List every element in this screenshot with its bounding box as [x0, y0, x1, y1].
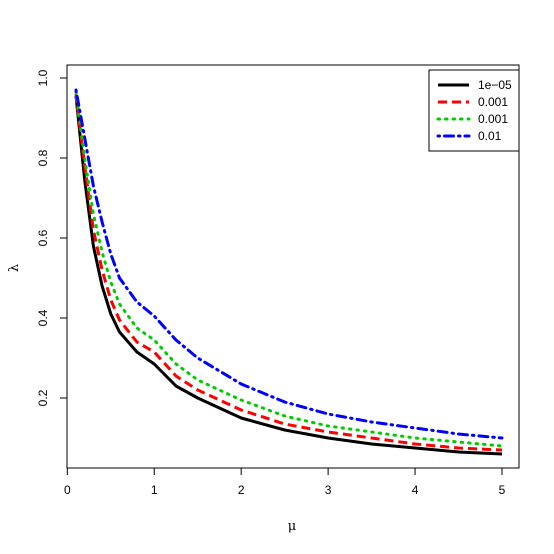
x-tick-label: 0 — [64, 483, 71, 497]
y-tick-label: 0.8 — [36, 149, 50, 166]
legend-label: 0.001 — [478, 95, 508, 109]
series-layer — [74, 88, 504, 456]
x-tick-label: 3 — [325, 483, 332, 497]
legend: 1e−05 0.001 0.001 0.01 — [428, 69, 520, 152]
legend-label: 0.01 — [478, 129, 502, 143]
series-line-1 — [74, 95, 503, 456]
legend-label: 1e−05 — [478, 78, 512, 92]
y-axis-label: λ — [7, 264, 22, 272]
x-tick-label: 5 — [499, 483, 506, 497]
x-tick-label: 1 — [151, 483, 158, 497]
x-axis-label: μ — [288, 519, 296, 534]
y-tick-label: 0.2 — [36, 389, 50, 406]
x-axis: 0 1 2 3 4 5 — [64, 467, 506, 497]
legend-label: 0.001 — [478, 112, 508, 126]
series-line-2 — [74, 93, 503, 452]
x-tick-label: 2 — [238, 483, 245, 497]
y-tick-label: 0.6 — [36, 229, 50, 246]
y-tick-label: 0.4 — [36, 309, 50, 326]
series-line-3 — [74, 90, 504, 448]
series-line-4 — [74, 88, 504, 440]
x-tick-label: 4 — [412, 483, 419, 497]
y-tick-label: 1.0 — [36, 69, 50, 86]
y-axis: 0.2 0.4 0.6 0.8 1.0 — [36, 69, 68, 406]
